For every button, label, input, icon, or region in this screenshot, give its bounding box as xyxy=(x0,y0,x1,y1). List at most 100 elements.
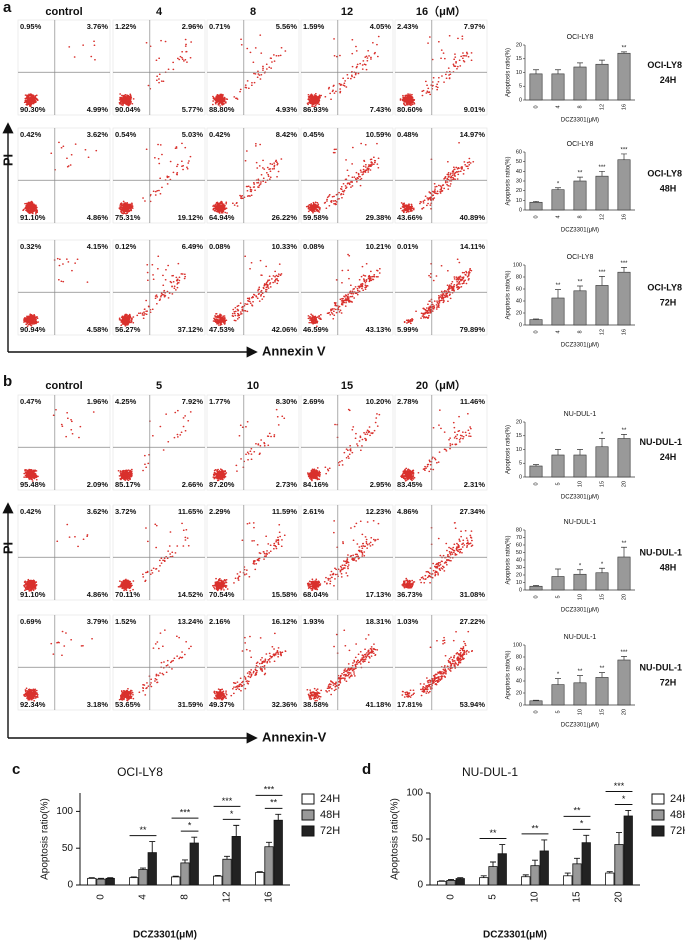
side-label: 72H xyxy=(660,297,677,307)
error-bar xyxy=(621,546,627,557)
y-tick-label: 60 xyxy=(516,542,522,548)
x-tick-label: 5 xyxy=(555,595,561,598)
y-tick-label: 50 xyxy=(516,550,522,556)
x-axis-label: DCZ3301(μM) xyxy=(561,343,599,349)
quadrant-label: 0.08% xyxy=(209,242,231,251)
x-tick-label: 12 xyxy=(599,104,605,110)
significance: *** xyxy=(598,270,606,276)
plot-frame xyxy=(17,504,111,601)
quadrant-label: 85.17% xyxy=(115,480,141,489)
y-tick-label: 100 xyxy=(56,806,73,817)
significance: ** xyxy=(600,666,605,672)
quadrant-label: 88.80% xyxy=(209,105,235,114)
quadrant-label: 49.37% xyxy=(209,700,235,709)
chart-title: OCI-LY8 xyxy=(567,141,594,148)
error-bar xyxy=(577,176,583,181)
quadrant-label: 15.58% xyxy=(272,590,298,599)
panel-label: c xyxy=(12,761,20,778)
quadrant-label: 2.16% xyxy=(209,617,231,626)
x-tick-label: 20 xyxy=(621,481,627,487)
side-label: 48H xyxy=(660,183,677,193)
x-tick-label: 16 xyxy=(621,214,627,220)
event-dots xyxy=(307,253,381,328)
x-tick-label: 8 xyxy=(577,105,583,108)
quadrant-label: 0.42% xyxy=(20,507,42,516)
bar xyxy=(573,66,587,101)
error-bar xyxy=(599,276,605,286)
bar xyxy=(529,73,543,101)
y-tick-label: 20 xyxy=(516,419,522,425)
x-tick-label: 10 xyxy=(577,709,583,715)
plot-frame xyxy=(394,19,488,116)
bar xyxy=(96,878,106,886)
quadrant-label: 4.86% xyxy=(87,590,109,599)
error-bar xyxy=(533,318,539,320)
error-bar xyxy=(577,62,583,67)
bar xyxy=(138,869,148,886)
bar xyxy=(617,159,631,211)
error-bar xyxy=(574,857,580,864)
error-bar xyxy=(541,839,548,851)
error-bar xyxy=(533,69,539,74)
quadrant-label: 5.77% xyxy=(182,105,204,114)
significance: ** xyxy=(622,428,627,434)
x-axis-label: DCZ3301(μM) xyxy=(561,495,599,501)
quadrant-label: 0.95% xyxy=(20,22,42,31)
side-label: NU-DUL-1 xyxy=(640,437,683,447)
quadrant-label: 1.96% xyxy=(87,397,109,406)
quadrant-label: 75.31% xyxy=(115,213,141,222)
error-bar xyxy=(191,836,198,844)
quadrant-label: 0.45% xyxy=(303,130,325,139)
quadrant-label: 2.69% xyxy=(303,397,325,406)
y-tick-label: 10 xyxy=(516,198,522,204)
event-dots xyxy=(212,408,286,482)
error-bar xyxy=(88,877,95,879)
quadrant-label: 27.22% xyxy=(460,617,486,626)
bar xyxy=(573,180,587,211)
error-bar xyxy=(98,877,104,880)
y-tick-label: 40 xyxy=(516,298,522,304)
error-bar xyxy=(555,69,561,74)
quadrant-label: 7.97% xyxy=(464,22,486,31)
bar xyxy=(180,862,190,886)
side-label: 48H xyxy=(660,562,677,572)
side-label: NU-DUL-1 xyxy=(640,662,683,672)
bar xyxy=(521,876,531,886)
y-tick-label: 0 xyxy=(519,322,522,328)
bar xyxy=(551,189,565,211)
y-tick-label: 0 xyxy=(519,97,522,103)
quadrant-label: 2.66% xyxy=(182,480,204,489)
bar xyxy=(529,201,543,211)
quadrant-label: 47.53% xyxy=(209,325,235,334)
x-tick-label: 0 xyxy=(533,105,539,108)
y-tick-label: 10 xyxy=(516,580,522,586)
bar xyxy=(551,73,565,101)
quadrant-label: 84.16% xyxy=(303,480,329,489)
bar xyxy=(497,853,507,886)
event-dots xyxy=(211,34,287,107)
error-bar xyxy=(599,438,605,447)
quadrant-label: 4.86% xyxy=(87,213,109,222)
bar xyxy=(617,659,631,706)
quadrant-label: 90.04% xyxy=(115,105,141,114)
legend-swatch xyxy=(651,793,665,805)
x-axis-label: DCZ3301(μM) xyxy=(483,930,547,941)
quadrant-label: 4.58% xyxy=(87,325,109,334)
legend-label: 48H xyxy=(320,809,340,821)
bar xyxy=(617,438,631,478)
bar xyxy=(551,454,565,478)
side-label: 72H xyxy=(660,677,677,687)
y-axis-label: Apoptosis ratio(%) xyxy=(40,798,51,880)
chart-title: NU-DUL-1 xyxy=(564,411,597,418)
x-tick-label: 15 xyxy=(599,481,605,487)
x-axis-label: DCZ3301(μM) xyxy=(561,228,599,234)
x-tick-label: 20 xyxy=(621,709,627,715)
error-bar xyxy=(107,877,114,879)
bar xyxy=(563,875,573,886)
quadrant-label: 5.56% xyxy=(276,22,298,31)
quadrant-label: 7.43% xyxy=(370,105,392,114)
quadrant-label: 10.33% xyxy=(272,242,298,251)
quadrant-label: 68.04% xyxy=(303,590,329,599)
error-bar xyxy=(233,824,240,837)
